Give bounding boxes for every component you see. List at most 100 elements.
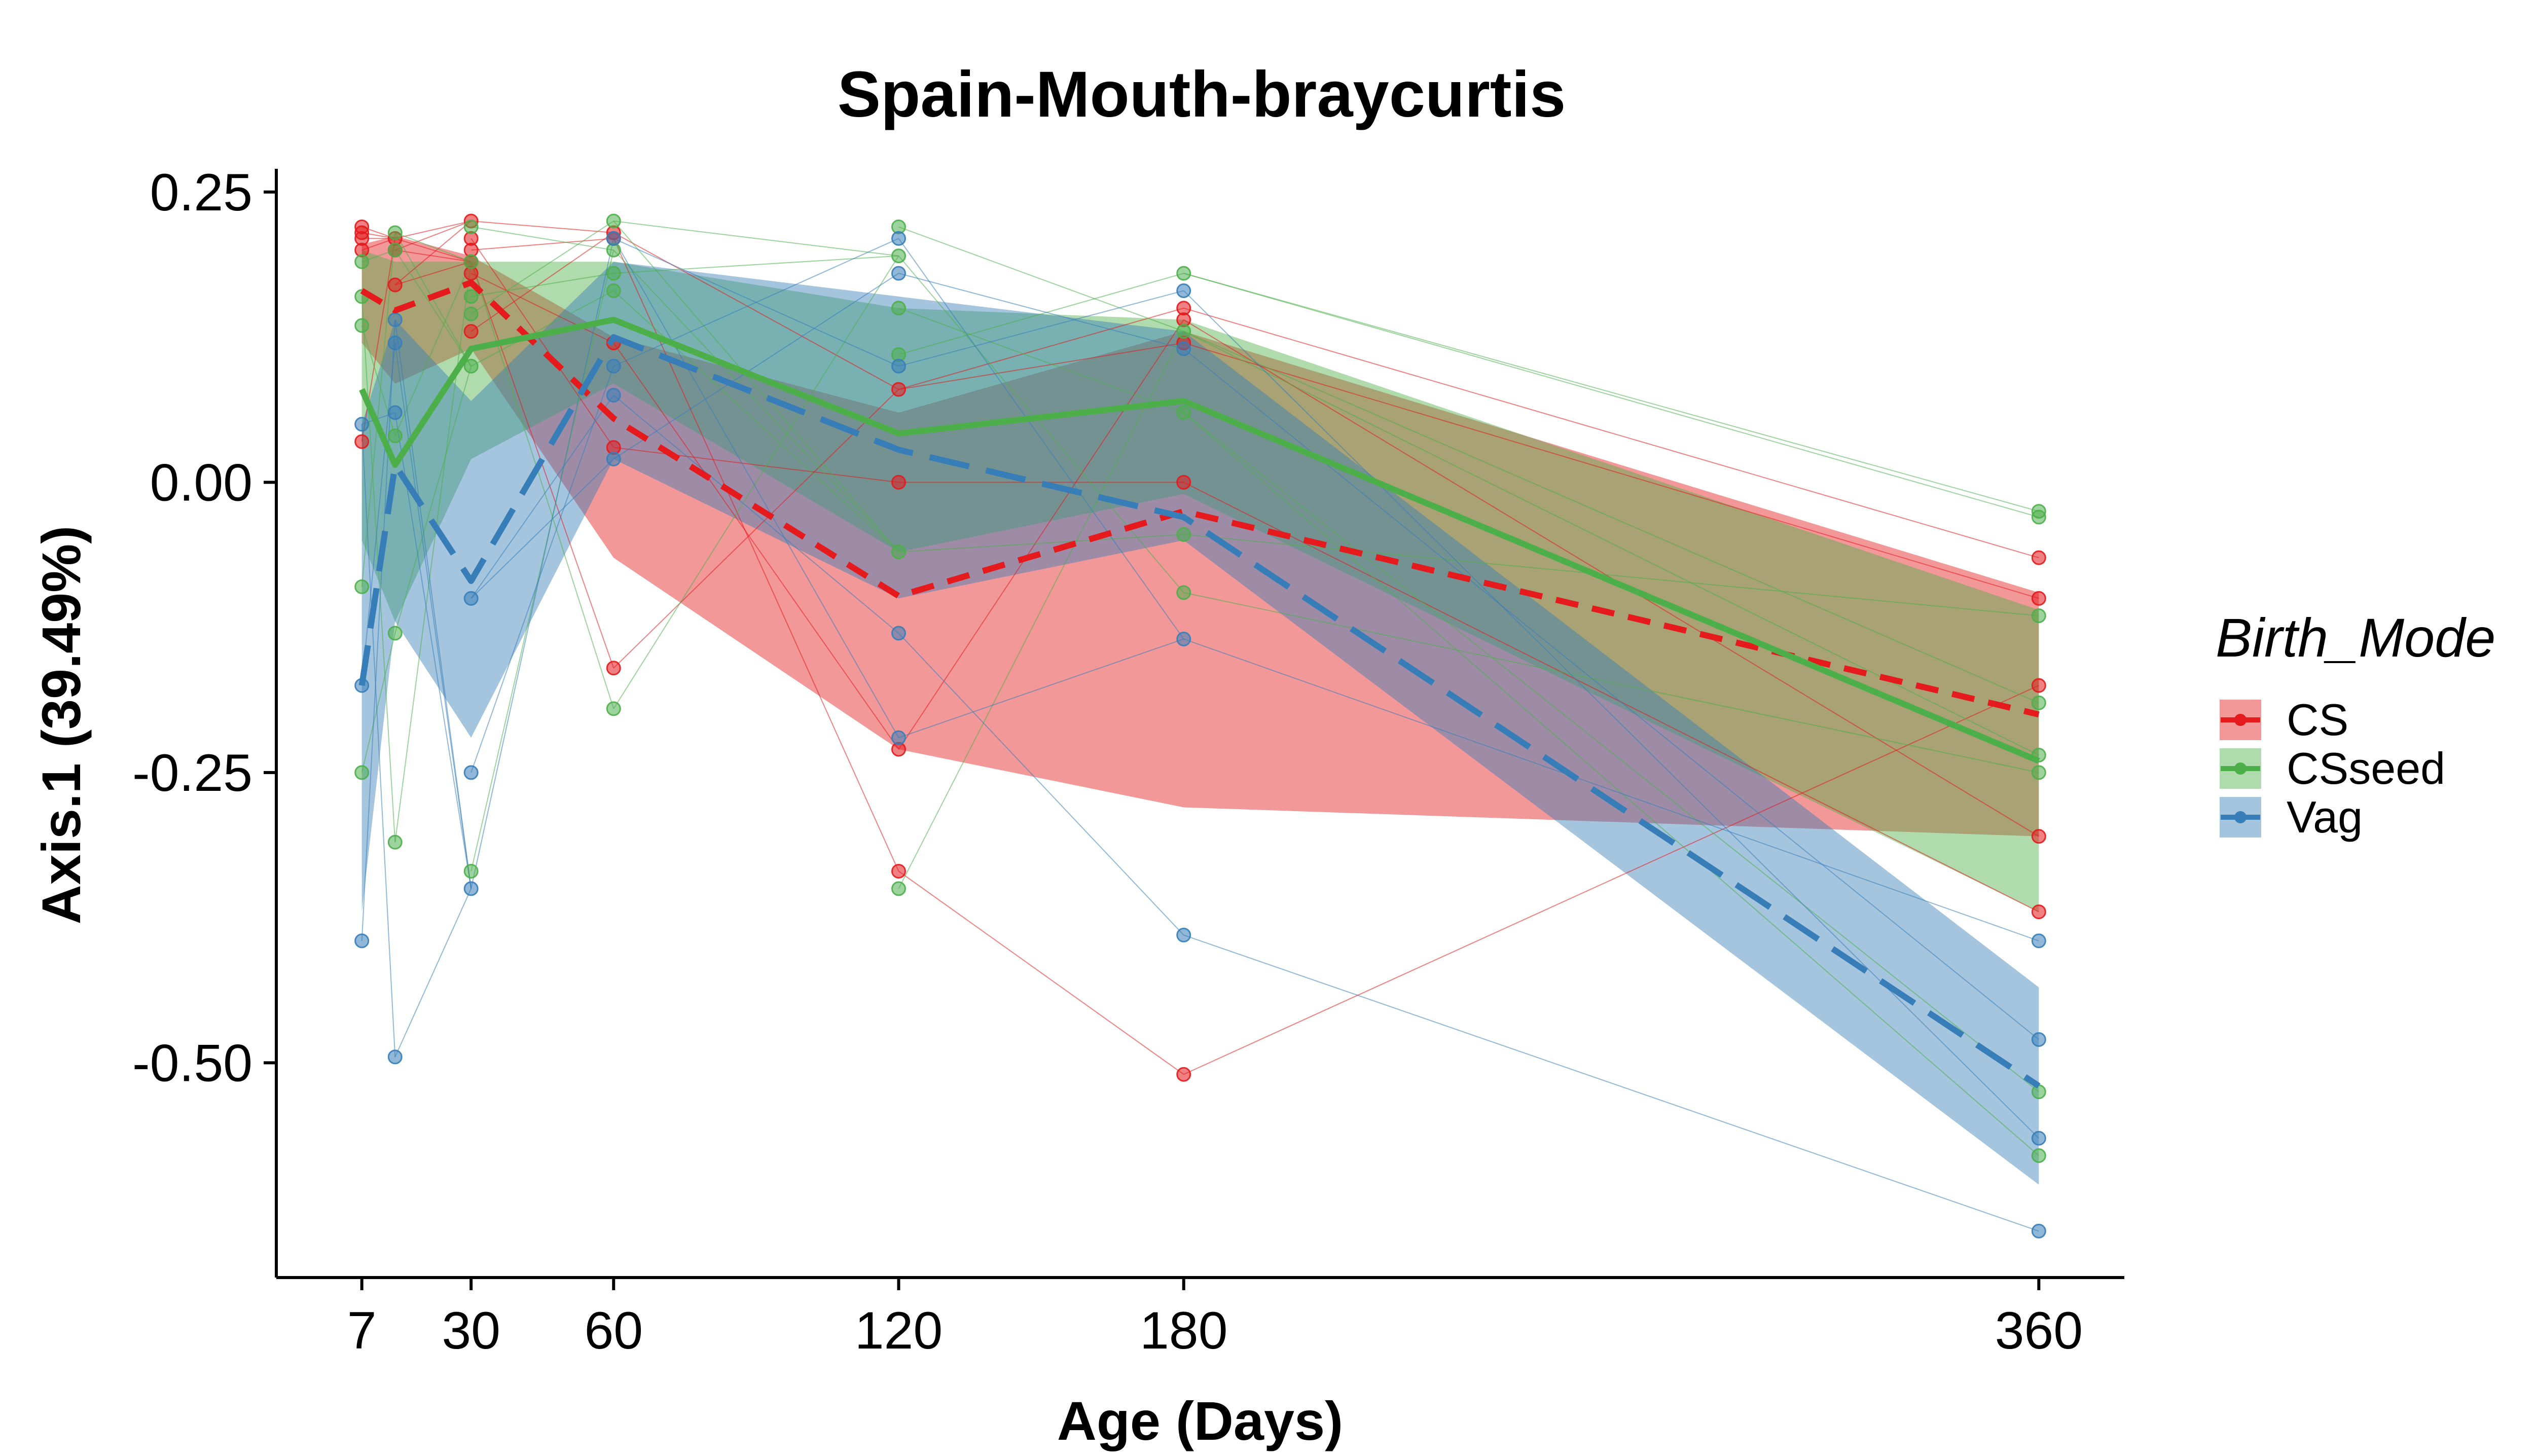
vag-point	[2031, 933, 2046, 949]
csseed-trajectory-segment	[613, 221, 899, 553]
csseed-trajectory-segment	[1183, 534, 2039, 616]
legend-label-csseed: CSseed	[2287, 743, 2445, 793]
cs-point	[1176, 475, 1191, 490]
vag-point	[2031, 1223, 2046, 1239]
csseed-trajectory-segment	[470, 221, 614, 315]
cs-trajectory-segment	[613, 389, 899, 669]
axes: 0.25 0.00 -0.25 -0.50 7 30 60 120 180 360	[132, 163, 2124, 1360]
vag-trajectory-segment	[898, 638, 1184, 739]
legend-item-csseed: CSseed	[2220, 743, 2445, 793]
vag-trajectory-segment	[613, 238, 899, 738]
csseed-point	[463, 358, 479, 374]
vag-point	[463, 881, 479, 896]
cs-point	[2031, 550, 2046, 565]
vag-point	[606, 388, 621, 403]
csseed-point	[387, 242, 403, 258]
vag-trajectory-segment	[361, 343, 396, 686]
csseed-point	[354, 254, 370, 269]
csseed-point	[463, 254, 479, 269]
vag-point	[1176, 631, 1191, 646]
vag-point	[1176, 283, 1191, 298]
vag-point	[1176, 341, 1191, 356]
csseed-trajectory-segment	[470, 290, 614, 367]
cs-trajectory-segment	[470, 273, 614, 344]
mean-lines-layer	[358, 279, 2041, 1089]
vag-trajectory-segment	[1183, 290, 2040, 1139]
vag-trajectory-segment	[898, 633, 1184, 936]
vag-point	[606, 452, 621, 467]
csseed-trajectory-segment	[394, 262, 472, 843]
csseed-point	[2031, 608, 2046, 624]
csseed-point	[891, 544, 906, 560]
csseed-point	[2031, 1084, 2046, 1100]
legend-dot-vag	[2234, 811, 2247, 823]
csseed-mean-line	[359, 316, 2040, 764]
vag-point	[606, 358, 621, 374]
x-tick-label: 120	[855, 1301, 943, 1360]
cs-point	[387, 277, 403, 293]
cs-trajectory-segment	[394, 221, 472, 285]
csseed-trajectory-segment	[898, 273, 1184, 355]
vag-trajectory-segment	[361, 424, 396, 1057]
csseed-point	[2031, 695, 2046, 710]
cs-point	[354, 434, 370, 449]
cs-trajectory-segment	[613, 238, 899, 871]
csseed-point	[1176, 324, 1191, 339]
cs-trajectory-segment	[1183, 685, 2039, 1075]
csseed-trajectory-segment	[1183, 273, 2039, 512]
legend-label-vag: Vag	[2287, 792, 2363, 842]
csseed-point	[354, 579, 370, 594]
csseed-point	[387, 626, 403, 641]
y-tick-label: -0.25	[132, 744, 252, 803]
vag-point	[1176, 927, 1191, 942]
csseed-point	[463, 220, 479, 235]
cs-trajectory-segment	[898, 342, 1184, 390]
csseed-point	[463, 863, 479, 879]
cs-point	[606, 661, 621, 676]
vag-trajectory-segment	[613, 273, 899, 460]
vag-trajectory-segment	[898, 273, 1184, 349]
csseed-trajectory-segment	[394, 366, 472, 634]
vag-point	[354, 417, 370, 432]
legend-item-vag: Vag	[2220, 792, 2363, 842]
csseed-point	[387, 834, 403, 850]
x-tick-label: 60	[584, 1301, 643, 1360]
vag-trajectory-segment	[1183, 934, 2039, 1232]
individual-trajectories-layer	[361, 221, 2040, 1232]
csseed-point	[463, 289, 479, 304]
cs-trajectory-segment	[471, 238, 614, 251]
csseed-point	[606, 701, 621, 716]
csseed-trajectory-segment	[613, 221, 899, 257]
cs-trajectory-segment	[898, 319, 1184, 750]
csseed-trajectory-segment	[613, 255, 899, 274]
x-tick-label: 360	[1995, 1301, 2083, 1360]
vag-point	[387, 312, 403, 327]
legend-title: Birth_Mode	[2216, 607, 2495, 668]
vag-point	[2031, 1131, 2046, 1146]
vag-trajectory-segment	[898, 238, 1184, 640]
legend-dot-csseed	[2234, 762, 2247, 775]
vag-point	[387, 336, 403, 351]
csseed-trajectory-segment	[898, 331, 1184, 889]
csseed-trajectory-segment	[394, 261, 472, 436]
vag-point	[891, 626, 906, 641]
cs-trajectory-segment	[394, 221, 472, 251]
csseed-point	[891, 881, 906, 896]
csseed-point	[606, 266, 621, 281]
x-tick-label: 7	[347, 1301, 377, 1360]
csseed-trajectory-segment	[898, 256, 1184, 593]
vag-ribbon	[361, 262, 2039, 1185]
vag-point	[606, 231, 621, 246]
plot-area	[354, 213, 2046, 1239]
vag-trajectory-segment	[470, 366, 614, 773]
csseed-point	[1176, 527, 1191, 542]
csseed-point	[354, 765, 370, 780]
vag-trajectory-segment	[470, 394, 614, 599]
cs-trajectory-segment	[898, 307, 1184, 390]
vag-point	[891, 231, 906, 246]
vag-trajectory-segment	[394, 343, 472, 889]
csseed-point	[2031, 1148, 2046, 1163]
csseed-trajectory-segment	[471, 273, 614, 297]
